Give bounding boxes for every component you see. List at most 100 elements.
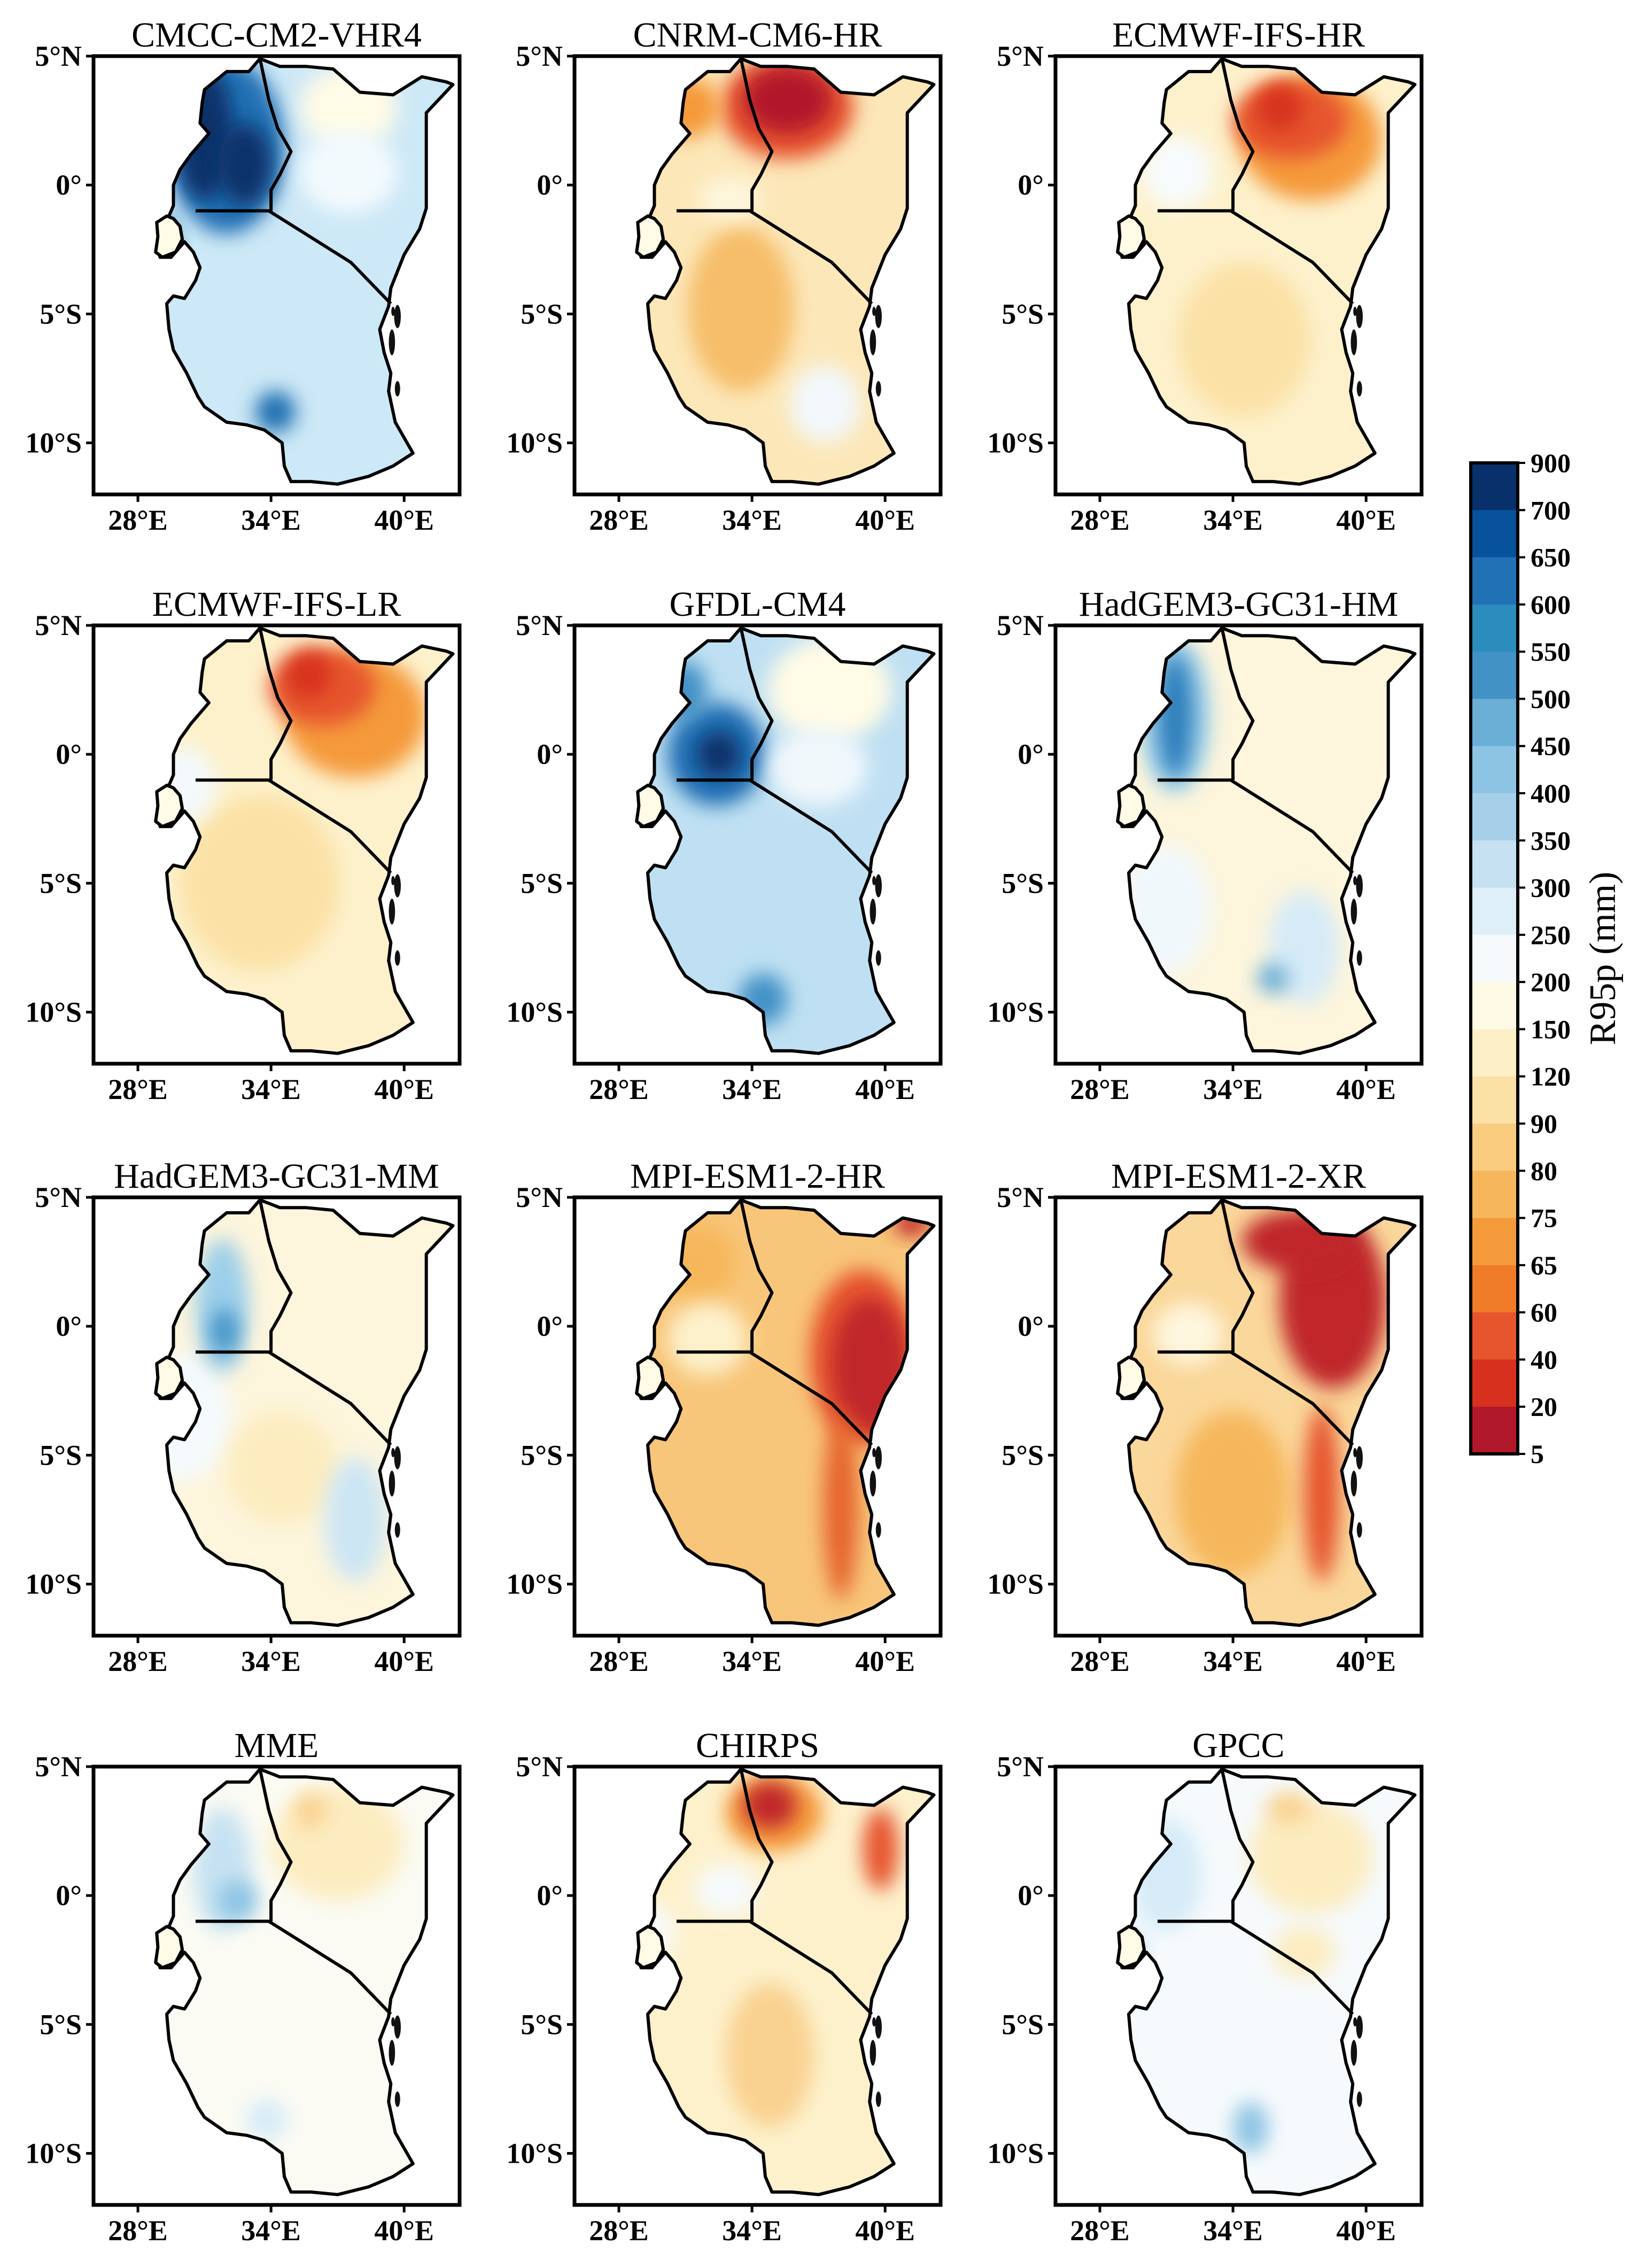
colorbar-label: 75 xyxy=(1531,1203,1557,1233)
lon-tick-label: 28°E xyxy=(589,504,649,536)
lat-tick-label: 5°N xyxy=(516,40,563,72)
panel-title: MPI-ESM1-2-HR xyxy=(630,1157,885,1196)
lon-tick-label: 34°E xyxy=(1203,1645,1263,1677)
panel-hadgem3-gc31-mm: HadGEM3-GC31-MM 5°N 0° 5°S 10°S 28°E 34°E 40°E xyxy=(25,1157,462,1677)
island-0 xyxy=(1356,874,1363,897)
panel-cnrm-cm6-hr: CNRM-CM6-HR 5°N 0° 5°S 10°S 28°E 34°E 40°E xyxy=(506,16,943,536)
lat-tick-label: 5°N xyxy=(35,40,82,72)
lon-tick-label: 40°E xyxy=(1336,504,1396,536)
rwanda-burundi-outline xyxy=(635,784,665,829)
lon-tick-label: 28°E xyxy=(108,1645,168,1677)
colorbar-label: 90 xyxy=(1531,1109,1557,1139)
map-frame xyxy=(572,54,943,497)
colorbar-label: 550 xyxy=(1531,637,1571,667)
lat-tick-label: 10°S xyxy=(506,427,563,459)
kenya-tanzania-border xyxy=(1158,778,1354,874)
lon-tick-label: 40°E xyxy=(855,1645,915,1677)
kenya-tanzania-border xyxy=(677,778,873,874)
colorbar-label: 450 xyxy=(1531,731,1571,761)
colorbar: 900 700 650 600 550 500 450 400 350 300 250 200 150 1… xyxy=(1469,448,1624,1469)
lat-tick-label: 5°N xyxy=(997,40,1044,72)
island-1 xyxy=(389,2040,395,2066)
field-kenya-central-light xyxy=(770,728,867,806)
colorbar-swatch xyxy=(1471,887,1518,935)
field-central-tz-mid xyxy=(227,1411,338,1525)
lat-tick-label: 5°N xyxy=(516,1751,563,1783)
field-lake-victoria-light xyxy=(698,177,761,219)
colorbar-swatch xyxy=(1471,699,1518,747)
lon-tick-label: 40°E xyxy=(374,2215,434,2247)
colorbar-frame xyxy=(1469,461,1519,1456)
island-3 xyxy=(1353,1448,1357,1458)
lat-tick-label: 0° xyxy=(56,1879,82,1911)
lat-tick-label: 0° xyxy=(56,738,82,770)
lat-tick-label: 10°S xyxy=(506,1568,563,1600)
lon-tick-label: 34°E xyxy=(1203,1073,1263,1105)
colorbar-label: 65 xyxy=(1531,1250,1557,1280)
field-coast-band xyxy=(1303,1406,1340,1582)
colorbar-swatch xyxy=(1471,1218,1518,1266)
lat-tick-label: 0° xyxy=(537,169,563,201)
island-1 xyxy=(870,899,876,925)
field-central-tz-mid xyxy=(1175,1411,1291,1577)
island-3 xyxy=(391,2017,395,2027)
lat-tick-label: 10°S xyxy=(25,427,82,459)
island-3 xyxy=(391,306,395,316)
colorbar-swatch xyxy=(1471,1312,1518,1360)
lat-tick-label: 5°S xyxy=(1002,867,1044,899)
lon-tick-label: 28°E xyxy=(589,1073,649,1105)
field-central-tz-mid xyxy=(1177,262,1311,417)
lat-tick-label: 5°S xyxy=(40,298,82,330)
lat-tick-label: 5°N xyxy=(35,1751,82,1783)
lon-tick-label: 34°E xyxy=(241,504,301,536)
island-2 xyxy=(394,2091,400,2107)
field-southern-high xyxy=(1257,963,1288,994)
uganda-kenya-border xyxy=(258,1769,293,1922)
panel-mme: MME 5°N 0° 5°S 10°S 28°E 34°E 40°E xyxy=(25,1726,462,2247)
field-north-max xyxy=(1241,1210,1357,1272)
field-uganda-west-max xyxy=(1157,654,1193,778)
lat-tick-label: 0° xyxy=(1018,169,1044,201)
panel-title: HadGEM3-GC31-MM xyxy=(114,1157,439,1196)
lon-tick-label: 28°E xyxy=(108,1073,168,1105)
map-frame xyxy=(1053,1195,1424,1638)
panel-chirps: CHIRPS 5°N 0° 5°S 10°S 28°E 34°E 40°E xyxy=(506,1726,943,2247)
field-turkana-max xyxy=(743,1782,797,1829)
lon-tick-label: 40°E xyxy=(1336,2215,1396,2247)
map-frame xyxy=(91,623,462,1066)
panel-hadgem3-gc31-hm: HadGEM3-GC31-HM 5°N 0° 5°S 10°S 28°E 34°E 40°E xyxy=(987,585,1424,1105)
island-2 xyxy=(875,2091,881,2107)
field-central-tz-mid xyxy=(180,795,340,971)
panel-title: CMCC-CM2-VHR4 xyxy=(131,16,422,55)
lat-tick-label: 5°S xyxy=(40,1439,82,1471)
lat-tick-label: 5°S xyxy=(521,298,563,330)
map-frame xyxy=(91,1764,462,2207)
kenya-tanzania-border xyxy=(196,1350,392,1446)
lat-tick-label: 5°S xyxy=(521,1439,563,1471)
field-victoria-light xyxy=(1153,1303,1224,1365)
colorbar-swatches xyxy=(1471,463,1518,1454)
map-frame xyxy=(91,54,462,497)
lat-tick-label: 10°S xyxy=(506,2138,563,2170)
lon-tick-label: 28°E xyxy=(589,2215,649,2247)
lat-tick-label: 5°S xyxy=(1002,2008,1044,2040)
island-2 xyxy=(1356,2091,1362,2107)
island-2 xyxy=(875,381,881,397)
field-victoria-max xyxy=(696,731,741,778)
island-3 xyxy=(872,876,876,886)
field-north-peak xyxy=(1266,1792,1311,1824)
colorbar-label: 80 xyxy=(1531,1156,1557,1186)
rwanda-burundi-outline xyxy=(1116,1356,1146,1400)
island-1 xyxy=(389,899,395,925)
lat-tick-label: 5°S xyxy=(40,2008,82,2040)
field-central-tz-mid xyxy=(725,1983,814,2128)
map-frame xyxy=(572,1764,943,2207)
uganda-kenya-border xyxy=(1220,628,1255,780)
rwanda-burundi-outline xyxy=(635,1356,665,1400)
island-2 xyxy=(875,1522,881,1538)
lat-tick-label: 5°N xyxy=(997,1181,1044,1213)
lat-tick-label: 5°N xyxy=(997,1751,1044,1783)
island-3 xyxy=(872,306,876,316)
